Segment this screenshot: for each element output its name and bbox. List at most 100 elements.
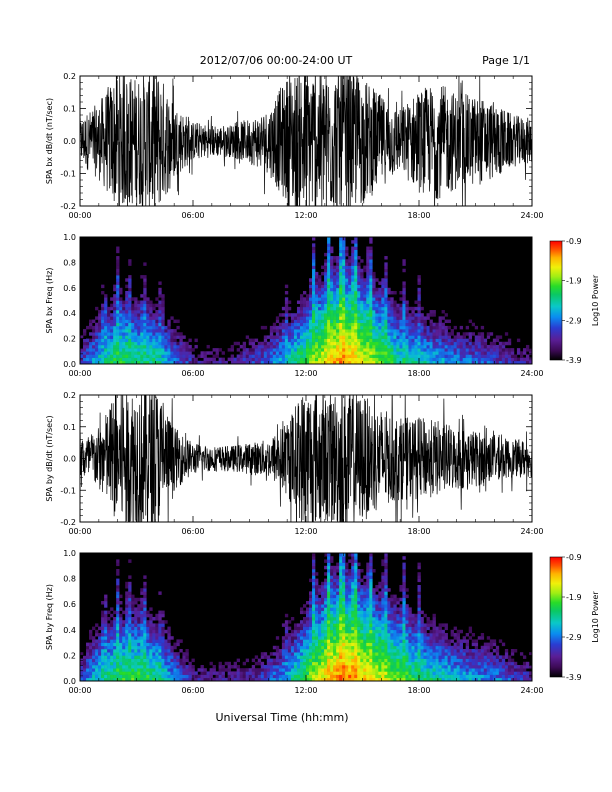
spectrogram-cell bbox=[155, 316, 159, 320]
spectrogram-cell bbox=[110, 674, 114, 679]
spectrogram-cell bbox=[173, 658, 177, 663]
spectrogram-cell bbox=[83, 354, 87, 358]
spectrogram-cell bbox=[324, 629, 328, 634]
spectrogram-cell bbox=[312, 645, 316, 650]
spectrogram-cell bbox=[450, 360, 454, 365]
spectrogram-cell bbox=[98, 351, 102, 355]
spectrogram-cell bbox=[330, 303, 334, 308]
spectrogram-cell bbox=[369, 252, 373, 257]
spectrogram-cell bbox=[176, 661, 180, 666]
spectrogram-cell bbox=[290, 642, 295, 647]
spectrogram-cell bbox=[140, 360, 144, 365]
spectrogram-cell bbox=[333, 278, 337, 282]
spectrogram-cell bbox=[375, 294, 379, 298]
spectrogram-cell bbox=[236, 671, 240, 675]
spectrogram-cell bbox=[378, 290, 382, 295]
spectrogram-cell bbox=[275, 325, 280, 330]
spectrogram-cell bbox=[432, 332, 436, 336]
spectrogram-cell bbox=[345, 645, 349, 650]
spectrogram-cell bbox=[134, 620, 138, 624]
spectrogram-cell bbox=[327, 344, 331, 349]
spectrogram-cell bbox=[327, 341, 331, 346]
spectrogram-cell bbox=[354, 348, 358, 352]
spectrogram-cell bbox=[468, 338, 473, 343]
spectrogram-cell bbox=[366, 613, 370, 618]
spectrogram-cell bbox=[387, 674, 391, 679]
spectrogram-cell bbox=[348, 275, 352, 279]
spectrogram-cell bbox=[318, 604, 322, 608]
spectrogram-cell bbox=[366, 668, 370, 672]
spectrogram-cell bbox=[309, 671, 313, 675]
spectrogram-cell bbox=[333, 604, 337, 608]
spectrogram-cell bbox=[107, 652, 111, 656]
spectrogram-cell bbox=[158, 316, 162, 320]
spectrogram-cell bbox=[146, 360, 150, 365]
spectrogram-cell bbox=[339, 278, 343, 282]
spectrogram-cell bbox=[432, 341, 436, 346]
spectrogram-cell bbox=[348, 601, 352, 605]
spectrogram-cell bbox=[131, 329, 135, 333]
spectrogram-cell bbox=[275, 341, 280, 346]
spectrogram-cell bbox=[381, 290, 385, 295]
spectrogram-cell bbox=[306, 351, 310, 355]
spectrogram-cell bbox=[128, 297, 132, 301]
spectrogram-cell bbox=[284, 338, 289, 343]
spectrogram-cell bbox=[107, 617, 111, 621]
spectrogram-cell bbox=[209, 668, 213, 672]
spectrogram-cell bbox=[378, 607, 382, 611]
spectrogram-cell bbox=[405, 649, 409, 653]
spectrogram-cell bbox=[284, 344, 289, 349]
spectrogram-cell bbox=[351, 294, 355, 298]
spectrogram-cell bbox=[293, 322, 298, 327]
spectrogram-cell bbox=[209, 661, 213, 666]
spectrogram-cell bbox=[393, 665, 397, 669]
spectrogram-cell bbox=[399, 668, 403, 672]
spectrogram-cell bbox=[333, 665, 337, 669]
spectrogram-cell bbox=[387, 677, 391, 682]
spectrogram-cell bbox=[263, 677, 268, 682]
spectrogram-cell bbox=[122, 645, 126, 650]
spectrogram-cell bbox=[357, 310, 361, 314]
spectrogram-cell bbox=[318, 633, 322, 637]
spectrogram-cell bbox=[158, 620, 162, 624]
spectrogram-cell bbox=[104, 310, 108, 314]
spectrogram-cell bbox=[236, 341, 240, 346]
spectrogram-cell bbox=[185, 649, 189, 653]
spectrogram-cell bbox=[354, 578, 358, 583]
spectrogram-cell bbox=[137, 633, 141, 637]
spectrogram-cell bbox=[89, 354, 93, 358]
spectrogram-cell bbox=[387, 351, 391, 355]
spectrogram-cell bbox=[360, 325, 364, 330]
spectrogram-cell bbox=[194, 677, 198, 682]
spectrogram-cell bbox=[486, 335, 491, 339]
spectrogram-cell bbox=[98, 310, 102, 314]
spectrogram-cell bbox=[372, 338, 376, 343]
spectrogram-cell bbox=[113, 303, 117, 308]
spectrogram-cell bbox=[290, 665, 295, 669]
spectrogram-cell bbox=[387, 597, 391, 602]
spectrogram-cell bbox=[101, 674, 105, 679]
spectrogram-cell bbox=[348, 306, 352, 311]
spectrogram-cell bbox=[327, 588, 331, 592]
spectrogram-cell bbox=[399, 655, 403, 659]
spectrogram-cell bbox=[369, 655, 373, 659]
spectrogram-cell bbox=[293, 629, 298, 634]
spectrogram-cell bbox=[369, 259, 373, 263]
spectrogram-cell bbox=[203, 668, 207, 672]
spectrogram-cell bbox=[140, 275, 144, 279]
spectrogram-cell bbox=[402, 661, 406, 666]
spectrogram-cell bbox=[324, 262, 328, 266]
spectrogram-cell bbox=[375, 344, 379, 349]
spectrogram-cell bbox=[354, 585, 358, 589]
spectrogram-cell bbox=[122, 329, 126, 333]
spectrogram-cell bbox=[330, 604, 334, 608]
spectrogram-cell bbox=[296, 665, 301, 669]
spectrogram-cell bbox=[354, 268, 358, 273]
spectrogram-cell bbox=[128, 629, 132, 634]
spectrogram-cell bbox=[330, 661, 334, 666]
spectrogram-cell bbox=[299, 636, 304, 640]
spectrogram-cell bbox=[318, 674, 322, 679]
spectrogram-cell bbox=[134, 303, 138, 308]
spectrogram-cell bbox=[345, 271, 349, 276]
spectrogram-cell bbox=[104, 597, 108, 602]
